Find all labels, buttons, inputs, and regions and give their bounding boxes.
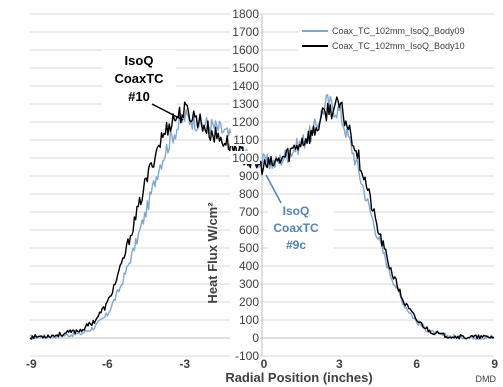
y-tick-label-background [230, 115, 260, 128]
y-tick-label-background [230, 295, 260, 308]
y-tick-label-background [230, 331, 260, 344]
y-tick-label: 1800 [232, 7, 259, 21]
x-axis-label: Radial Position (inches) [225, 370, 372, 385]
y-tick-label: 1200 [232, 115, 259, 129]
y-tick-label-background [230, 241, 260, 254]
annotation-coaxtc-10-line3: #10 [128, 89, 150, 104]
series-layer [29, 94, 495, 340]
x-tick-label: 9 [491, 357, 498, 371]
y-tick-label-background [230, 277, 260, 290]
y-tick-label: 100 [239, 313, 259, 327]
annotation-coaxtc-9c-leader [265, 174, 282, 204]
annotation-coaxtc-10-line2: CoaxTC [114, 71, 164, 86]
y-tick-label-background [230, 133, 260, 146]
y-tick-label-background [230, 7, 260, 20]
y-tick-label: 200 [239, 295, 259, 309]
x-tick-label: 6 [413, 357, 420, 371]
x-tick-label: -9 [26, 357, 37, 371]
y-tick-label: 1600 [232, 43, 259, 57]
y-tick-label: 400 [239, 259, 259, 273]
y-tick-label-background [230, 259, 260, 272]
x-tick-label: 0 [261, 357, 268, 371]
y-tick-label: -100 [235, 349, 259, 363]
y-tick-label: 700 [239, 205, 259, 219]
legend-label-body09: Coax_TC_102mm_IsoQ_Body09 [332, 26, 465, 36]
y-tick-label: 1300 [232, 97, 259, 111]
y-tick-label: 1700 [232, 25, 259, 39]
legend-background [298, 22, 498, 56]
legend-label-body10: Coax_TC_102mm_IsoQ_Body10 [332, 41, 465, 51]
y-tick-label-background [230, 187, 260, 200]
y-tick-label: 900 [239, 169, 259, 183]
y-tick-label: 1400 [232, 79, 259, 93]
y-tick-label-background [230, 349, 260, 362]
annotation-coaxtc-10-background [102, 50, 176, 108]
annotation-coaxtc-9c-background [268, 200, 334, 256]
y-tick-label-background [230, 61, 260, 74]
y-tick-label: 1100 [233, 133, 259, 147]
y-tick-label: 600 [239, 223, 259, 237]
annotation-coaxtc-10-line1: IsoQ [125, 53, 154, 68]
y-tick-label: 800 [239, 187, 259, 201]
annotation-coaxtc-10: IsoQ CoaxTC #10 [102, 50, 184, 121]
y-tick-label-background [230, 223, 260, 236]
annotation-coaxtc-9c-line2: CoaxTC [273, 221, 319, 235]
series-line-body09 [29, 94, 495, 340]
x-tick-label: -6 [102, 357, 113, 371]
y-tick-label: 1000 [232, 151, 259, 165]
y-tick-label: 300 [239, 277, 259, 291]
y-tick-label-background [230, 43, 260, 56]
legend: Coax_TC_102mm_IsoQ_Body09 Coax_TC_102mm_… [298, 22, 498, 56]
y-tick-label: 500 [239, 241, 259, 255]
y-tick-label-background [230, 25, 260, 38]
x-tick-labels: -9 -6 -3 0 3 6 9 [26, 357, 498, 371]
y-tick-label-background [230, 169, 260, 182]
y-tick-label-background [230, 97, 260, 110]
y-tick-label-background [230, 205, 260, 218]
annotation-coaxtc-10-leader [151, 103, 184, 121]
credit-text: DMD [476, 374, 497, 384]
annotation-coaxtc-9c-line3: #9c [286, 238, 306, 252]
x-tick-label: -3 [179, 357, 190, 371]
y-axis-label: Heat Flux W/cm² [205, 202, 220, 304]
y-tick-labels: -100 0 100 200 300 400 500 600 700 800 900 1000 1100… [230, 7, 260, 363]
y-tick-label-background [230, 151, 260, 164]
x-tick-label: 3 [336, 357, 343, 371]
y-tick-label: 1500 [232, 61, 259, 75]
y-tick-label-background [230, 79, 260, 92]
annotation-coaxtc-9c-line1: IsoQ [283, 204, 310, 218]
y-tick-label-background [230, 313, 260, 326]
y-tick-label: 0 [252, 331, 259, 345]
annotation-coaxtc-9c: IsoQ CoaxTC #9c [265, 174, 334, 256]
series-line-body10 [29, 96, 495, 340]
